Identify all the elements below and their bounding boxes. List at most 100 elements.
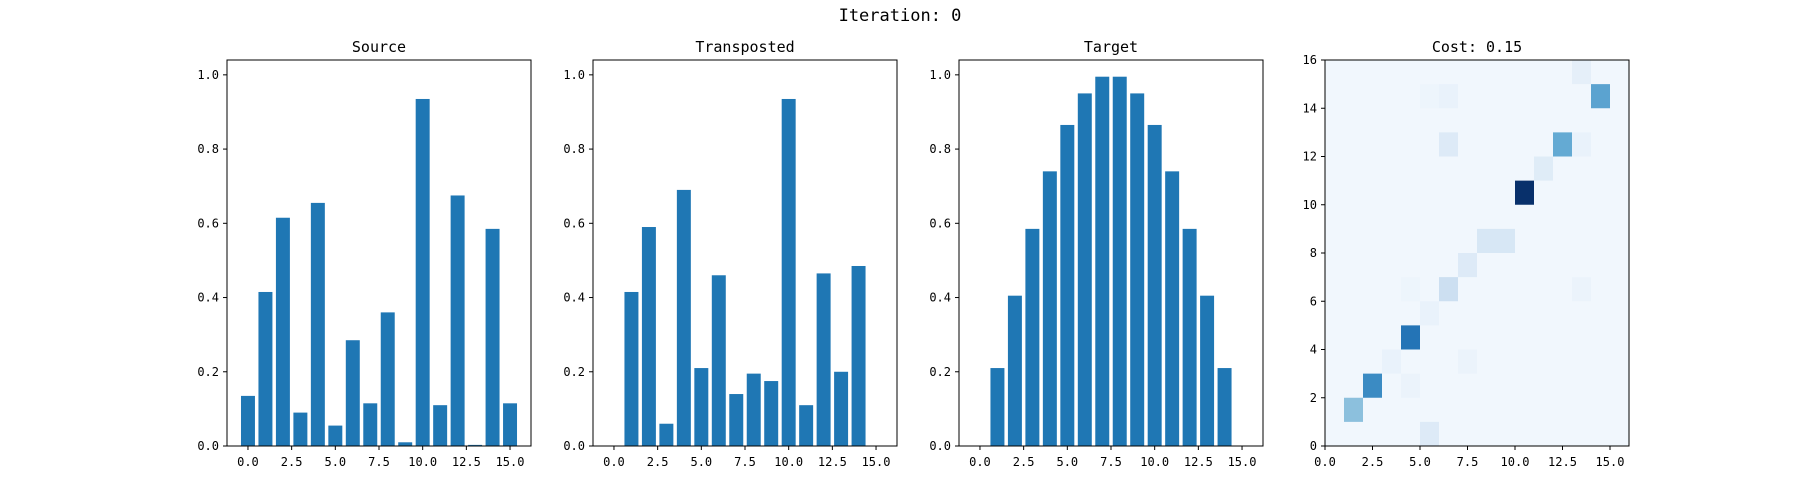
subplot-title: Source bbox=[352, 38, 406, 56]
y-tick-label: 12 bbox=[1303, 150, 1317, 164]
axes-frame bbox=[958, 59, 1264, 447]
subplot-3: Target 0.0 2.5 5.0 7.5 10.0 12.5 15.0 0.0 0.2 0.4 0… bbox=[929, 38, 1264, 469]
x-tick-label: 12.5 bbox=[452, 455, 481, 469]
heatmap-cell-6 bbox=[1401, 325, 1420, 350]
bar-12 bbox=[816, 273, 831, 446]
axes-frame bbox=[226, 59, 532, 447]
subplot-title: Cost: 0.15 bbox=[1432, 38, 1522, 56]
axes-frame bbox=[592, 59, 898, 447]
y-tick-label: 0.2 bbox=[929, 365, 951, 379]
y-tick-label: 1.0 bbox=[929, 68, 951, 82]
bar-6 bbox=[345, 340, 360, 446]
subplot-title: Target bbox=[1084, 38, 1138, 56]
x-tick-label: 15.0 bbox=[862, 455, 891, 469]
bar-8 bbox=[380, 312, 395, 446]
x-tick-label: 5.0 bbox=[324, 455, 346, 469]
y-tick-label: 0.6 bbox=[197, 216, 219, 230]
bar-4 bbox=[310, 202, 325, 446]
bar-14 bbox=[485, 228, 500, 446]
bar-14 bbox=[851, 265, 866, 446]
heatmap-cell-4 bbox=[1382, 349, 1401, 374]
heatmap-cell-14 bbox=[1515, 180, 1534, 205]
y-tick-label: 0.0 bbox=[197, 439, 219, 453]
bar-13 bbox=[1200, 295, 1215, 446]
x-tick-label: 5.0 bbox=[1056, 455, 1078, 469]
x-tick-label: 12.5 bbox=[818, 455, 847, 469]
bar-3 bbox=[1025, 228, 1040, 446]
x-tick-label: 2.5 bbox=[1013, 455, 1035, 469]
bar-12 bbox=[450, 195, 465, 446]
bar-13 bbox=[468, 444, 483, 446]
y-tick-label: 0.6 bbox=[563, 216, 585, 230]
y-tick-label: 6 bbox=[1310, 294, 1317, 308]
heatmap-cell-17 bbox=[1553, 132, 1572, 157]
y-tick-label: 14 bbox=[1303, 101, 1317, 115]
y-tick-label: 0.0 bbox=[563, 439, 585, 453]
x-tick-label: 10.0 bbox=[408, 455, 437, 469]
heatmap-cell-18 bbox=[1572, 132, 1591, 157]
bar-2 bbox=[275, 217, 290, 446]
subplot-1: Source 0.0 2.5 5.0 7.5 10.0 12.5 15.0 0.0 0.2 0.4 0… bbox=[197, 38, 532, 469]
bar-11 bbox=[433, 405, 448, 446]
bar-10 bbox=[415, 98, 430, 446]
heatmap-cell-5 bbox=[1458, 349, 1477, 374]
bar-13 bbox=[834, 371, 849, 446]
bar-1 bbox=[990, 368, 1005, 446]
heatmap-cell-2 bbox=[1363, 373, 1382, 398]
x-tick-label: 5.0 bbox=[1409, 455, 1431, 469]
heatmap-cell-21 bbox=[1591, 84, 1610, 109]
bar-11 bbox=[799, 405, 814, 446]
heatmap-cell-9 bbox=[1401, 277, 1420, 302]
subplot-title: Transposted bbox=[695, 38, 794, 56]
bar-10 bbox=[781, 98, 796, 446]
x-tick-label: 0.0 bbox=[1314, 455, 1336, 469]
bar-8 bbox=[746, 373, 761, 446]
heatmap-cell-7 bbox=[1420, 301, 1439, 326]
figure-suptitle: Iteration: 0 bbox=[838, 6, 962, 26]
bar-6 bbox=[1077, 93, 1092, 447]
heatmap-cell-11 bbox=[1458, 253, 1477, 278]
y-tick-label: 0.2 bbox=[197, 365, 219, 379]
bar-1 bbox=[258, 291, 273, 446]
x-tick-label: 2.5 bbox=[647, 455, 669, 469]
y-tick-label: 0.8 bbox=[929, 142, 951, 156]
x-tick-label: 0.0 bbox=[603, 455, 625, 469]
y-tick-label: 0.8 bbox=[563, 142, 585, 156]
x-tick-label: 7.5 bbox=[1100, 455, 1122, 469]
x-tick-label: 7.5 bbox=[734, 455, 756, 469]
y-tick-label: 0.4 bbox=[929, 291, 951, 305]
bar-9 bbox=[764, 381, 779, 446]
heatmap-cell-12 bbox=[1477, 228, 1496, 253]
y-tick-label: 16 bbox=[1303, 53, 1317, 67]
heatmap-cell-13 bbox=[1496, 228, 1515, 253]
y-tick-label: 8 bbox=[1310, 246, 1317, 260]
bar-14 bbox=[1217, 368, 1232, 446]
y-tick-label: 0.8 bbox=[197, 142, 219, 156]
y-tick-label: 0 bbox=[1310, 439, 1317, 453]
bar-7 bbox=[1095, 76, 1110, 447]
bar-7 bbox=[729, 394, 744, 446]
x-tick-label: 15.0 bbox=[1596, 455, 1625, 469]
x-tick-label: 2.5 bbox=[1362, 455, 1384, 469]
heatmap-cell-22 bbox=[1572, 60, 1591, 85]
bar-5 bbox=[694, 368, 709, 446]
bar-1 bbox=[624, 291, 639, 446]
bar-4 bbox=[676, 189, 691, 446]
heatmap-cell-10 bbox=[1572, 277, 1591, 302]
bar-7 bbox=[363, 403, 378, 446]
bar-2 bbox=[1007, 295, 1022, 446]
heatmap-cell-19 bbox=[1420, 84, 1439, 109]
x-tick-label: 0.0 bbox=[969, 455, 991, 469]
y-tick-label: 0.4 bbox=[563, 291, 585, 305]
subplot-2: Transposted 0.0 2.5 5.0 7.5 10.0 12.5 15.0 0.0 0.… bbox=[563, 38, 898, 469]
x-tick-label: 10.0 bbox=[1140, 455, 1169, 469]
x-tick-label: 7.5 bbox=[368, 455, 390, 469]
bar-10 bbox=[1147, 124, 1162, 447]
x-tick-label: 12.5 bbox=[1184, 455, 1213, 469]
bar-11 bbox=[1165, 171, 1180, 446]
x-tick-label: 2.5 bbox=[281, 455, 303, 469]
y-tick-label: 2 bbox=[1310, 391, 1317, 405]
heatmap-cell-15 bbox=[1534, 156, 1553, 181]
